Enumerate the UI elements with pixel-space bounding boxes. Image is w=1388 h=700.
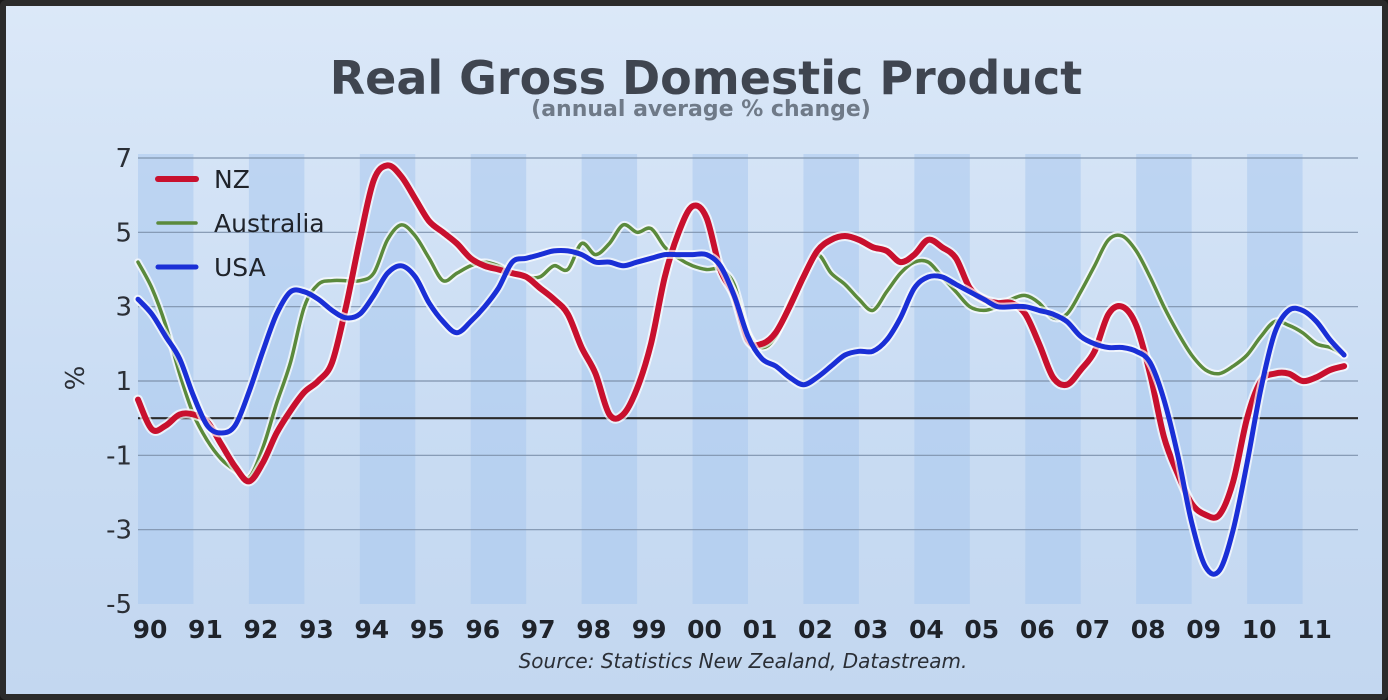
x-tick-label: 95: [410, 615, 445, 644]
year-band: [914, 154, 970, 604]
y-tick-label: -5: [106, 590, 132, 620]
x-tick-label: 07: [1075, 615, 1110, 644]
year-band: [581, 154, 638, 604]
x-tick-label: 97: [521, 615, 556, 644]
x-tick-label: 96: [465, 615, 500, 644]
x-tick-label: 98: [576, 615, 611, 644]
series-lines: [133, 160, 1350, 579]
x-tick-label: 08: [1131, 615, 1166, 644]
x-tick-label: 90: [133, 615, 168, 644]
x-tick-label: 00: [687, 615, 722, 644]
x-tick-label: 91: [188, 615, 223, 644]
y-axis-ticks: 7 5 3 1 -1 -3 -5: [106, 144, 132, 620]
x-tick-label: 09: [1186, 615, 1221, 644]
x-tick-label: 05: [964, 615, 999, 644]
x-tick-label: 10: [1242, 615, 1277, 644]
series-line-usa: [135, 247, 1347, 577]
gdp-line-chart: 7 5 3 1 -1 -3 -5 90 91 92 93 94 95 96 97 98 99 00 01 02 03 0…: [61, 51, 1358, 673]
source-note: Source: Statistics New Zealand, Datastre…: [519, 649, 968, 673]
y-tick-label: -3: [106, 516, 132, 546]
year-band: [470, 154, 527, 604]
x-tick-label: 99: [632, 615, 667, 644]
year-band: [1136, 154, 1192, 604]
x-axis-ticks: 90 91 92 93 94 95 96 97 98 99 00 01 02 03 04 05 06 07 08 09…: [133, 615, 1332, 644]
y-tick-label: 5: [115, 218, 132, 248]
y-tick-label: -1: [106, 441, 132, 471]
x-tick-label: 01: [743, 615, 778, 644]
chart-subtitle: (annual average % change): [531, 97, 871, 122]
x-tick-label: 11: [1297, 615, 1332, 644]
legend-label-usa: USA: [214, 253, 266, 282]
x-tick-label: 06: [1020, 615, 1055, 644]
y-axis-label: %: [61, 366, 91, 391]
x-tick-label: 03: [854, 615, 889, 644]
y-tick-label: 3: [115, 293, 132, 323]
x-tick-label: 92: [244, 615, 279, 644]
legend-label-australia: Australia: [214, 209, 325, 238]
legend: NZ Australia USA: [155, 165, 325, 282]
x-tick-label: 04: [909, 615, 944, 644]
x-tick-label: 94: [354, 615, 389, 644]
x-tick-label: 02: [798, 615, 833, 644]
year-bands: [138, 154, 1303, 604]
x-tick-label: 93: [299, 615, 334, 644]
chart-title: Real Gross Domestic Product: [330, 51, 1083, 105]
y-tick-label: 1: [115, 367, 132, 397]
y-tick-label: 7: [115, 144, 132, 174]
legend-label-nz: NZ: [214, 165, 250, 194]
year-band: [692, 154, 748, 604]
